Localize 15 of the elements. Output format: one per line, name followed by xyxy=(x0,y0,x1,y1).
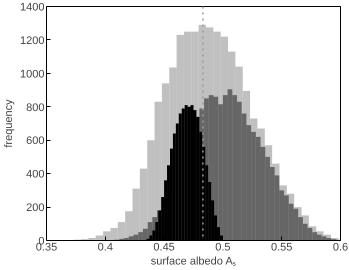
y-tick-label: 400 xyxy=(26,168,45,181)
x-axis-title: surface albedo Aₛ xyxy=(150,256,237,268)
x-tick-label: 0.5 xyxy=(215,242,231,254)
y-axis-title: frequency xyxy=(3,98,16,148)
x-tick-label: 0.45 xyxy=(153,242,175,254)
y-tick-label: 1400 xyxy=(20,2,45,14)
x-tick-label: 0.4 xyxy=(98,242,113,254)
x-tick-label: 0.6 xyxy=(332,242,348,254)
y-tick-label: 200 xyxy=(26,202,45,214)
x-tick-label: 0.35 xyxy=(36,242,58,254)
y-tick-label: 1000 xyxy=(20,68,45,80)
y-tick-label: 1200 xyxy=(20,34,45,47)
y-tick-label: 600 xyxy=(26,135,45,148)
y-tick-label: 800 xyxy=(26,102,45,114)
x-tick-label: 0.55 xyxy=(270,242,292,254)
